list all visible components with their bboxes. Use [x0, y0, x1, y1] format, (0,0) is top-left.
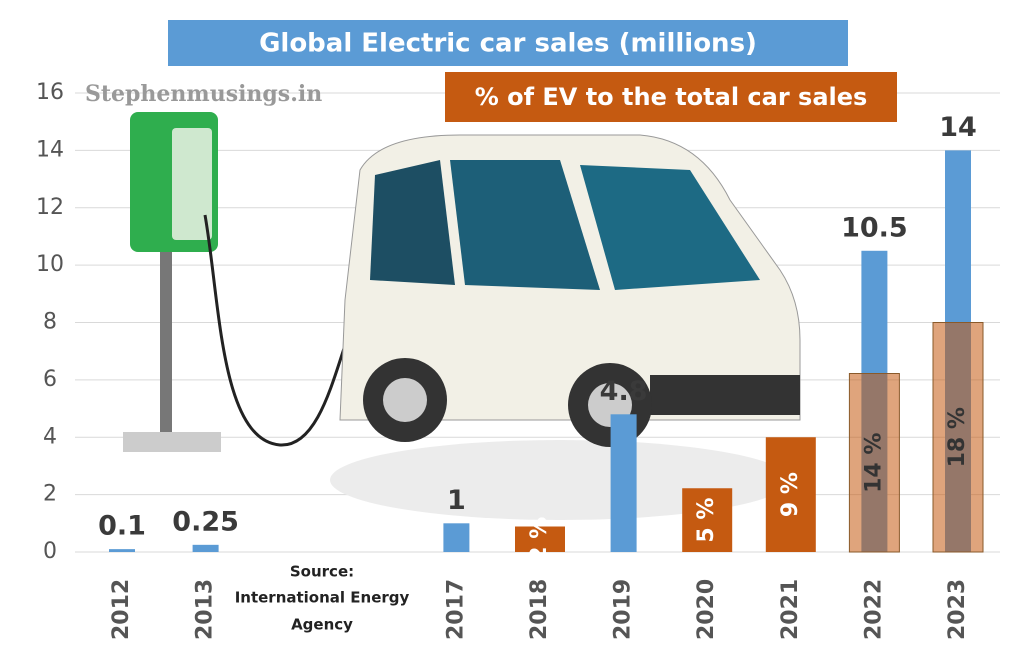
x-tick-label: 2017: [443, 579, 468, 640]
data-label: 0.25: [172, 506, 239, 537]
illustration: [123, 112, 801, 520]
source: Agency: [291, 616, 353, 634]
bar: [682, 488, 733, 552]
x-tick-label: 2012: [109, 579, 134, 640]
data-label: 0.1: [98, 511, 146, 542]
bar: [932, 322, 984, 553]
bar: [515, 526, 565, 552]
data-label: 10.5: [841, 212, 908, 243]
y-tick-label: 16: [36, 80, 64, 105]
y-tick-label: 0: [43, 539, 57, 564]
legend-box: [168, 20, 848, 66]
bar: [192, 544, 219, 552]
bar: [848, 373, 900, 553]
data-label: 5 %: [694, 498, 719, 543]
x-tick-label: 2018: [527, 579, 552, 640]
legend-label: Global Electric car sales (millions): [259, 29, 757, 59]
bar: [610, 414, 637, 552]
bar: [765, 437, 816, 552]
bar: [109, 549, 135, 552]
data-label: 2 %: [527, 517, 552, 562]
data-label: 1: [447, 485, 466, 516]
x-tick-label: 2023: [945, 579, 970, 640]
legend-box: [445, 72, 897, 122]
x-tick-label: 2020: [694, 579, 719, 640]
bar: [443, 523, 470, 552]
y-tick-label: 6: [43, 367, 57, 392]
x-tick-label: 2013: [193, 579, 218, 640]
source: Source:: [290, 563, 354, 581]
data-label: 18 %: [945, 407, 970, 467]
watermark: Stephenmusings.in: [85, 81, 322, 107]
data-label: 14 %: [861, 433, 886, 493]
data-label: 14: [939, 112, 977, 143]
y-tick-label: 10: [36, 252, 64, 277]
x-tick-label: 2021: [778, 579, 803, 640]
legend-label: % of EV to the total car sales: [475, 83, 868, 111]
data-label: 4.8: [600, 376, 648, 407]
y-tick-label: 12: [36, 195, 64, 220]
y-tick-label: 14: [36, 137, 64, 162]
y-tick-label: 8: [43, 310, 57, 335]
x-tick-label: 2022: [861, 579, 886, 640]
x-tick-label: 2019: [611, 579, 636, 640]
data-label: 9 %: [778, 472, 803, 517]
y-tick-label: 2: [43, 482, 57, 507]
y-tick-label: 4: [43, 424, 57, 449]
source: International Energy: [235, 589, 410, 607]
